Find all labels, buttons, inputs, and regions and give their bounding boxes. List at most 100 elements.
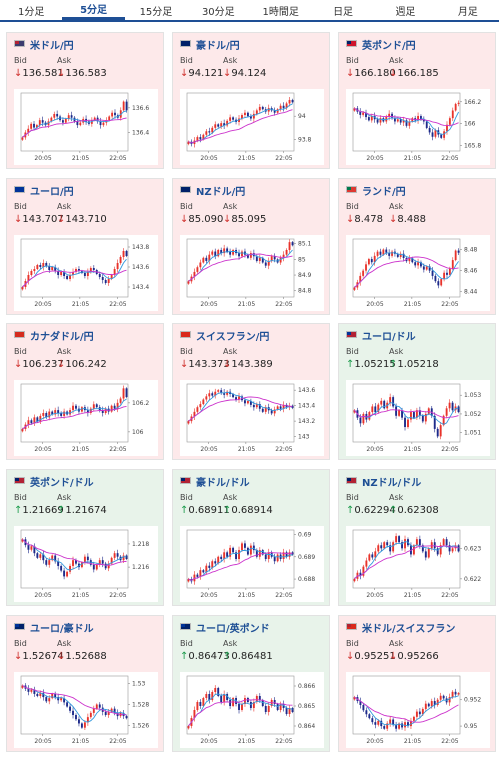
- rate-card[interactable]: NZドル/円 Bid Ask ↓85.090 ↓85.095 85.1 85 84.9 84.8…: [172, 178, 330, 315]
- trend-arrow-icon: ↑: [389, 505, 398, 516]
- candle: [386, 723, 389, 729]
- bid-price: ↓0.95251: [346, 651, 396, 662]
- currency-pair-link[interactable]: NZドル/ドル: [362, 478, 422, 489]
- bid-price: ↓136.581: [14, 68, 64, 79]
- currency-pair-link[interactable]: 豪ドル/円: [196, 41, 240, 52]
- rate-card[interactable]: 米ドル/円 Bid Ask ↓136.581 ↓136.583 136.6 136.4 20:…: [6, 32, 164, 169]
- candle: [391, 113, 393, 119]
- trend-arrow-icon: ↓: [57, 214, 66, 225]
- currency-pair-link[interactable]: ユーロ/円: [30, 187, 74, 198]
- ask-price: ↓8.488: [389, 214, 426, 225]
- tab-timeframe-5[interactable]: 日足: [333, 6, 354, 18]
- currency-pair-link[interactable]: ランド/円: [362, 187, 406, 198]
- currency-pair-link[interactable]: 豪ドル/ドル: [196, 478, 250, 489]
- mini-chart[interactable]: 143.8 143.6 143.4 20:05 21:05 22:05: [14, 235, 158, 311]
- tab-timeframe-7[interactable]: 月足: [457, 6, 478, 18]
- candle: [427, 408, 430, 414]
- bid-label: Bid: [14, 493, 27, 502]
- tab-timeframe-0[interactable]: 1分足: [18, 6, 45, 18]
- candle: [211, 393, 214, 396]
- currency-pair-link[interactable]: ユーロ/豪ドル: [30, 624, 94, 635]
- mini-chart[interactable]: 0.952 0.95 20:05 21:05 22:05: [346, 672, 490, 748]
- rate-card[interactable]: カナダドル/円 Bid Ask ↓106.237 ↓106.242 106.2 106 20:…: [6, 323, 164, 460]
- candle: [66, 571, 69, 577]
- ask-value: 1.21674: [65, 505, 107, 516]
- candle: [255, 110, 258, 114]
- rate-card[interactable]: NZドル/ドル Bid Ask ↑0.62294 ↑0.62308 0.623 0.622 2…: [338, 469, 496, 606]
- candle: [374, 406, 377, 413]
- mini-chart[interactable]: 106.2 106 20:05 21:05 22:05: [14, 380, 158, 456]
- tab-timeframe-4[interactable]: 1時間足: [262, 6, 299, 18]
- mini-chart[interactable]: 166.2 166 165.8 20:05 21:05 22:05: [346, 89, 490, 165]
- candle: [371, 406, 374, 413]
- currency-pair-link[interactable]: ユーロ/英ポンド: [196, 624, 270, 635]
- mini-chart[interactable]: 0.69 0.689 0.688 20:05 21:05 22:05: [180, 526, 324, 602]
- currency-pair-link[interactable]: 英ポンド/ドル: [30, 478, 94, 489]
- candle: [353, 108, 356, 111]
- short-ma-line: [188, 249, 293, 282]
- mini-chart[interactable]: 143.6 143.4 143.2 143 20:05 21:05 22:05: [180, 380, 324, 456]
- mini-chart[interactable]: 8.48 8.46 8.44 20:05 21:05 22:05: [346, 235, 490, 311]
- mini-chart[interactable]: 0.623 0.622 20:05 21:05 22:05: [346, 526, 490, 602]
- candle: [434, 275, 437, 282]
- currency-pair-link[interactable]: スイスフラン/円: [196, 332, 270, 343]
- currency-pair-link[interactable]: 英ポンド/円: [362, 41, 416, 52]
- mini-chart[interactable]: 1.218 1.216 20:05 21:05 22:05: [14, 526, 158, 602]
- candle: [229, 547, 232, 557]
- currency-pair-link[interactable]: NZドル/円: [196, 187, 246, 198]
- bid-value: 1.05215: [354, 359, 396, 370]
- candle: [359, 417, 362, 424]
- trend-arrow-icon: ↑: [57, 505, 66, 516]
- candle: [377, 545, 380, 552]
- mini-chart[interactable]: 136.6 136.4 20:05 21:05 22:05: [14, 89, 158, 165]
- rate-card[interactable]: 豪ドル/ドル Bid Ask ↑0.68911 ↑0.68914 0.69 0.689 0.6…: [172, 469, 330, 606]
- candle: [83, 556, 86, 563]
- mini-chart[interactable]: 1.053 1.052 1.051 20:05 21:05 22:05: [346, 380, 490, 456]
- candle: [457, 102, 460, 104]
- candle: [410, 545, 412, 555]
- candle: [440, 279, 443, 286]
- currency-pair-link[interactable]: カナダドル/円: [30, 332, 94, 343]
- candle: [187, 141, 190, 145]
- candle: [279, 257, 282, 263]
- candle: [252, 545, 255, 551]
- ask-label: Ask: [389, 347, 404, 356]
- y-tick-label: 166: [464, 121, 476, 128]
- mini-chart[interactable]: 0.866 0.865 0.864 20:05 21:05 22:05: [180, 672, 324, 748]
- rate-card[interactable]: ユーロ/豪ドル Bid Ask ↓1.52674 ↓1.52688 1.53 1.528 1.…: [6, 615, 164, 752]
- mini-chart[interactable]: 94 93.8 20:05 21:05 22:05: [180, 89, 324, 165]
- x-tick-label: 22:05: [109, 446, 126, 453]
- currency-pair-link[interactable]: ユーロ/ドル: [362, 332, 416, 343]
- ask-value: 143.389: [231, 359, 273, 370]
- candle: [261, 106, 264, 110]
- candle: [36, 693, 39, 697]
- rate-card[interactable]: ユーロ/円 Bid Ask ↓143.707 ↓143.710 143.8 143.6 143…: [6, 178, 164, 315]
- y-tick-label: 1.526: [132, 723, 149, 730]
- rate-card[interactable]: ユーロ/ドル Bid Ask ↑1.05215 ↑1.05218 1.053 1.052 1.…: [338, 323, 496, 460]
- ask-price: ↑0.86481: [223, 651, 273, 662]
- tab-timeframe-1[interactable]: 5分足: [62, 0, 125, 20]
- rate-card[interactable]: ランド/円 Bid Ask ↓8.478 ↓8.488 8.48 8.46 8.44 20:05…: [338, 178, 496, 315]
- currency-pair-link[interactable]: 米ドル/円: [30, 41, 74, 52]
- mini-chart[interactable]: 85.1 85 84.9 84.8 20:05 21:05 22:05: [180, 235, 324, 311]
- candle: [196, 702, 199, 710]
- rate-card[interactable]: ユーロ/英ポンド Bid Ask ↑0.86473 ↑0.86481 0.866 0.865…: [172, 615, 330, 752]
- x-tick-label: 20:05: [34, 446, 51, 453]
- candle: [425, 121, 428, 129]
- candle: [424, 551, 427, 558]
- rate-card[interactable]: 英ポンド/ドル Bid Ask ↑1.21669 ↑1.21674 1.218 1.216 2…: [6, 469, 164, 606]
- plot-frame: [20, 383, 129, 443]
- currency-pair-link[interactable]: 米ドル/スイスフラン: [362, 624, 456, 635]
- rate-card[interactable]: 米ドル/スイスフラン Bid Ask ↓0.95251 ↓0.95266 0.952 0.9…: [338, 615, 496, 752]
- tab-timeframe-6[interactable]: 週足: [395, 6, 416, 18]
- rate-card[interactable]: 豪ドル/円 Bid Ask ↓94.121 ↓94.124 94 93.8 20:05 21:0…: [172, 32, 330, 169]
- tab-timeframe-2[interactable]: 15分足: [139, 6, 173, 18]
- bid-price: ↓8.478: [346, 214, 383, 225]
- rate-card[interactable]: 英ポンド/円 Bid Ask ↓166.180 ↓166.185 166.2 166 165.…: [338, 32, 496, 169]
- candle: [285, 708, 288, 714]
- ask-price: ↑1.21674: [57, 505, 107, 516]
- tab-timeframe-3[interactable]: 30分足: [201, 6, 235, 18]
- rate-card[interactable]: スイスフラン/円 Bid Ask ↓143.373 ↓143.389 143.6 143.4…: [172, 323, 330, 460]
- short-ma-line: [22, 538, 127, 571]
- mini-chart[interactable]: 1.53 1.528 1.526 20:05 21:05 22:05: [14, 672, 158, 748]
